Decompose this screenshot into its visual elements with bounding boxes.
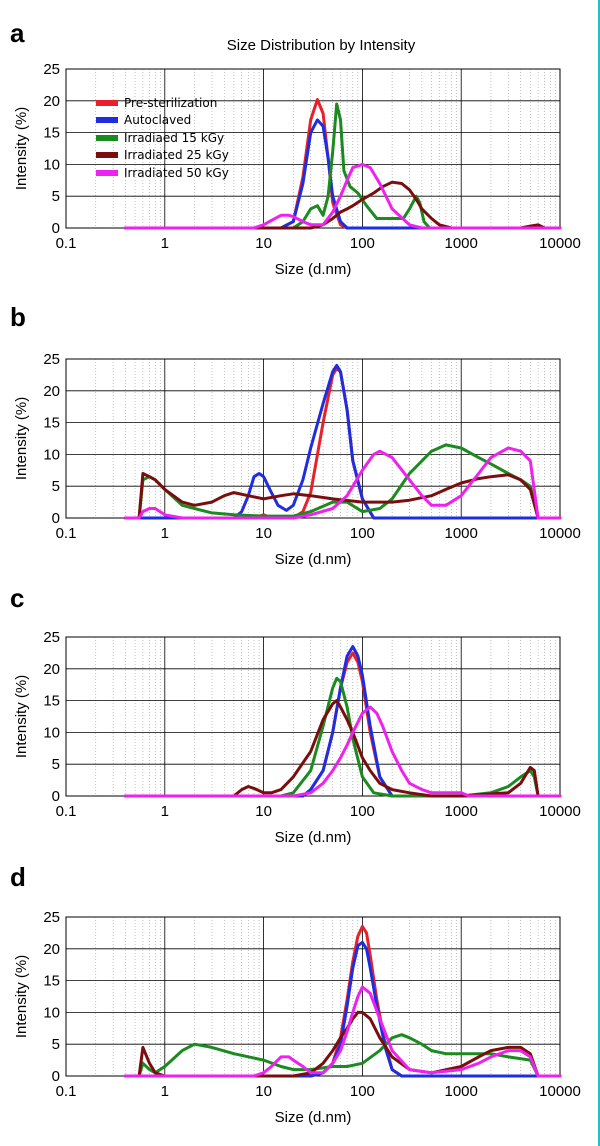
series-line-5 — [124, 446, 562, 520]
x-axis-label: Size (d.nm) — [275, 261, 352, 278]
y-tick-label: 0 — [52, 220, 60, 237]
x-tick-label: 0.1 — [56, 803, 77, 820]
y-tick-label: 5 — [52, 1036, 60, 1053]
y-tick-label: 25 — [43, 629, 60, 646]
y-tick-label: 15 — [43, 973, 60, 990]
x-tick-label: 0.1 — [56, 1083, 77, 1100]
panel-letter-d: d — [10, 862, 26, 892]
legend-swatch — [96, 152, 118, 159]
y-tick-label: 20 — [43, 93, 60, 110]
x-tick-label: 0.1 — [56, 525, 77, 542]
series-line-4 — [124, 699, 562, 798]
y-tick-label: 0 — [52, 788, 60, 805]
legend-swatch — [96, 134, 118, 141]
series-line-4 — [124, 472, 562, 520]
y-axis-label: Intensity (%) — [13, 955, 30, 1038]
y-tick-label: 5 — [52, 188, 60, 205]
series-line-5 — [124, 162, 562, 230]
y-axis-label: Intensity (%) — [13, 107, 30, 190]
chart-panel-c: 0 5 10 15 20 25 0.1 1 10 100 1000 10000 Size (d.nm) I… — [13, 629, 581, 846]
legend-item: Irradiaed 15 kGy — [96, 129, 229, 147]
series-line-2 — [124, 363, 562, 520]
chart-panel-b: 0 5 10 15 20 25 0.1 1 10 100 1000 10000 Size (d.nm) I… — [13, 351, 581, 568]
y-tick-label: 15 — [43, 693, 60, 710]
y-tick-label: 0 — [52, 1068, 60, 1085]
plot-area — [65, 916, 561, 1077]
y-tick-label: 15 — [43, 415, 60, 432]
chart-panel-a: 0 5 10 15 20 25 0.1 1 10 100 1000 10000 Size (d.nm) I… — [13, 37, 581, 278]
legend-swatch — [96, 117, 118, 124]
x-tick-label: 1000 — [445, 803, 478, 820]
plot-area — [65, 636, 561, 797]
x-tick-label: 100 — [350, 1083, 375, 1100]
x-tick-label: 100 — [350, 525, 375, 542]
x-tick-label: 100 — [350, 235, 375, 252]
x-tick-label: 10 — [255, 235, 272, 252]
x-tick-label: 1000 — [445, 235, 478, 252]
legend-item: Pre-sterilization — [96, 94, 229, 112]
series-line-2 — [124, 645, 562, 798]
x-tick-label: 1000 — [445, 525, 478, 542]
y-tick-label: 5 — [52, 756, 60, 773]
panel-letter-a: a — [10, 18, 25, 48]
x-tick-label: 10000 — [539, 235, 581, 252]
legend-swatch — [96, 99, 118, 106]
y-tick-label: 10 — [43, 1004, 60, 1021]
y-tick-label: 20 — [43, 661, 60, 678]
y-tick-label: 25 — [43, 61, 60, 78]
legend-item: Irradiated 25 kGy — [96, 147, 229, 165]
chart-panel-d: 0 5 10 15 20 25 0.1 1 10 100 1000 10000 Size (d.nm) I… — [13, 909, 581, 1126]
x-tick-label: 10 — [255, 803, 272, 820]
panel-letter-b: b — [10, 302, 26, 332]
panel-letter-c: c — [10, 583, 25, 613]
x-tick-label: 10 — [255, 1083, 272, 1100]
chart-legend: Pre-sterilization Autoclaved Irradiaed 1… — [96, 94, 229, 182]
legend-label: Irradiated 25 kGy — [124, 148, 229, 163]
legend-item: Irradiated 50 kGy — [96, 164, 229, 182]
x-tick-label: 10 — [255, 525, 272, 542]
x-axis-label: Size (d.nm) — [275, 1109, 352, 1126]
x-axis-label: Size (d.nm) — [275, 829, 352, 846]
series-line-3 — [124, 1033, 562, 1078]
y-tick-label: 25 — [43, 909, 60, 926]
y-tick-label: 10 — [43, 446, 60, 463]
x-tick-label: 0.1 — [56, 235, 77, 252]
y-tick-label: 5 — [52, 478, 60, 495]
y-tick-label: 20 — [43, 941, 60, 958]
legend-label: Autoclaved — [124, 113, 192, 128]
x-axis-label: Size (d.nm) — [275, 551, 352, 568]
y-tick-label: 10 — [43, 724, 60, 741]
x-tick-label: 1 — [161, 235, 169, 252]
series-line-5 — [124, 985, 562, 1078]
x-tick-label: 10000 — [539, 1083, 581, 1100]
legend-label: Irradiaed 15 kGy — [124, 130, 225, 145]
legend-label: Pre-sterilization — [124, 95, 218, 110]
legend-label: Irradiated 50 kGy — [124, 165, 229, 180]
y-tick-label: 25 — [43, 351, 60, 368]
x-tick-label: 1000 — [445, 1083, 478, 1100]
legend-swatch — [96, 169, 118, 176]
y-tick-label: 15 — [43, 125, 60, 142]
x-tick-label: 10000 — [539, 525, 581, 542]
chart-title: Size Distribution by Intensity — [227, 37, 416, 54]
x-tick-label: 100 — [350, 803, 375, 820]
y-tick-label: 20 — [43, 383, 60, 400]
y-axis-label: Intensity (%) — [13, 397, 30, 480]
y-tick-label: 10 — [43, 156, 60, 173]
y-axis-label: Intensity (%) — [13, 675, 30, 758]
x-tick-label: 1 — [161, 803, 169, 820]
x-tick-label: 10000 — [539, 803, 581, 820]
x-tick-label: 1 — [161, 525, 169, 542]
series-line-5 — [124, 705, 562, 798]
x-tick-label: 1 — [161, 1083, 169, 1100]
y-tick-label: 0 — [52, 510, 60, 527]
legend-item: Autoclaved — [96, 112, 229, 130]
series-line-2 — [124, 118, 562, 230]
